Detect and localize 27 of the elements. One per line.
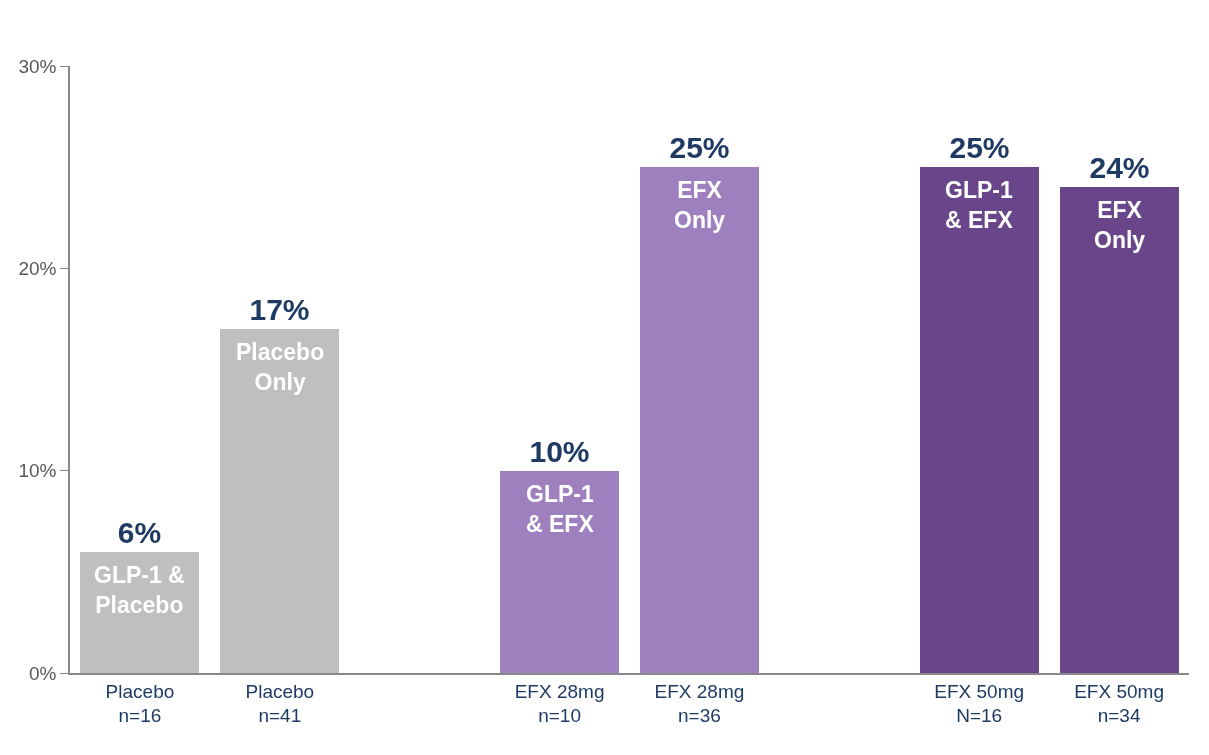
x-tick-label: Placebo n=16 bbox=[105, 680, 175, 727]
annotation: EFX Only bbox=[674, 177, 726, 233]
data-label: 24% bbox=[1089, 151, 1150, 184]
bar bbox=[1060, 187, 1179, 673]
data-label: 25% bbox=[669, 131, 730, 164]
annotation: Placebo Only bbox=[236, 339, 325, 395]
data-label: 6% bbox=[117, 516, 162, 549]
bar bbox=[640, 167, 759, 673]
x-tick-label: EFX 28mg n=36 bbox=[654, 680, 745, 727]
x-tick-label: EFX 50mg N=16 bbox=[934, 680, 1025, 727]
annotation: GLP-1 & EFX bbox=[526, 481, 595, 537]
data-label: 25% bbox=[949, 131, 1010, 164]
y-tick-label: 30% bbox=[18, 55, 57, 77]
x-tick-label: EFX 50mg n=34 bbox=[1074, 680, 1164, 727]
annotation: GLP-1 & EFX bbox=[945, 177, 1014, 233]
y-tick-label: 0% bbox=[28, 662, 57, 684]
data-label: 17% bbox=[249, 293, 310, 326]
annotation: EFX Only bbox=[1094, 197, 1146, 253]
x-tick-label: EFX 28mg n=10 bbox=[514, 680, 605, 727]
x-tick-label: Placebo n=41 bbox=[245, 680, 315, 727]
y-tick-label: 20% bbox=[18, 257, 57, 279]
bar bbox=[920, 167, 1039, 673]
y-tick-label: 10% bbox=[18, 460, 57, 482]
bar bbox=[220, 329, 339, 673]
data-label: 10% bbox=[529, 435, 590, 468]
annotation: GLP-1 & Placebo bbox=[94, 562, 185, 618]
bar bbox=[500, 471, 619, 673]
